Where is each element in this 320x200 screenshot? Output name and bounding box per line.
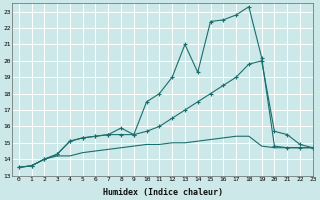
X-axis label: Humidex (Indice chaleur): Humidex (Indice chaleur) [103, 188, 223, 197]
